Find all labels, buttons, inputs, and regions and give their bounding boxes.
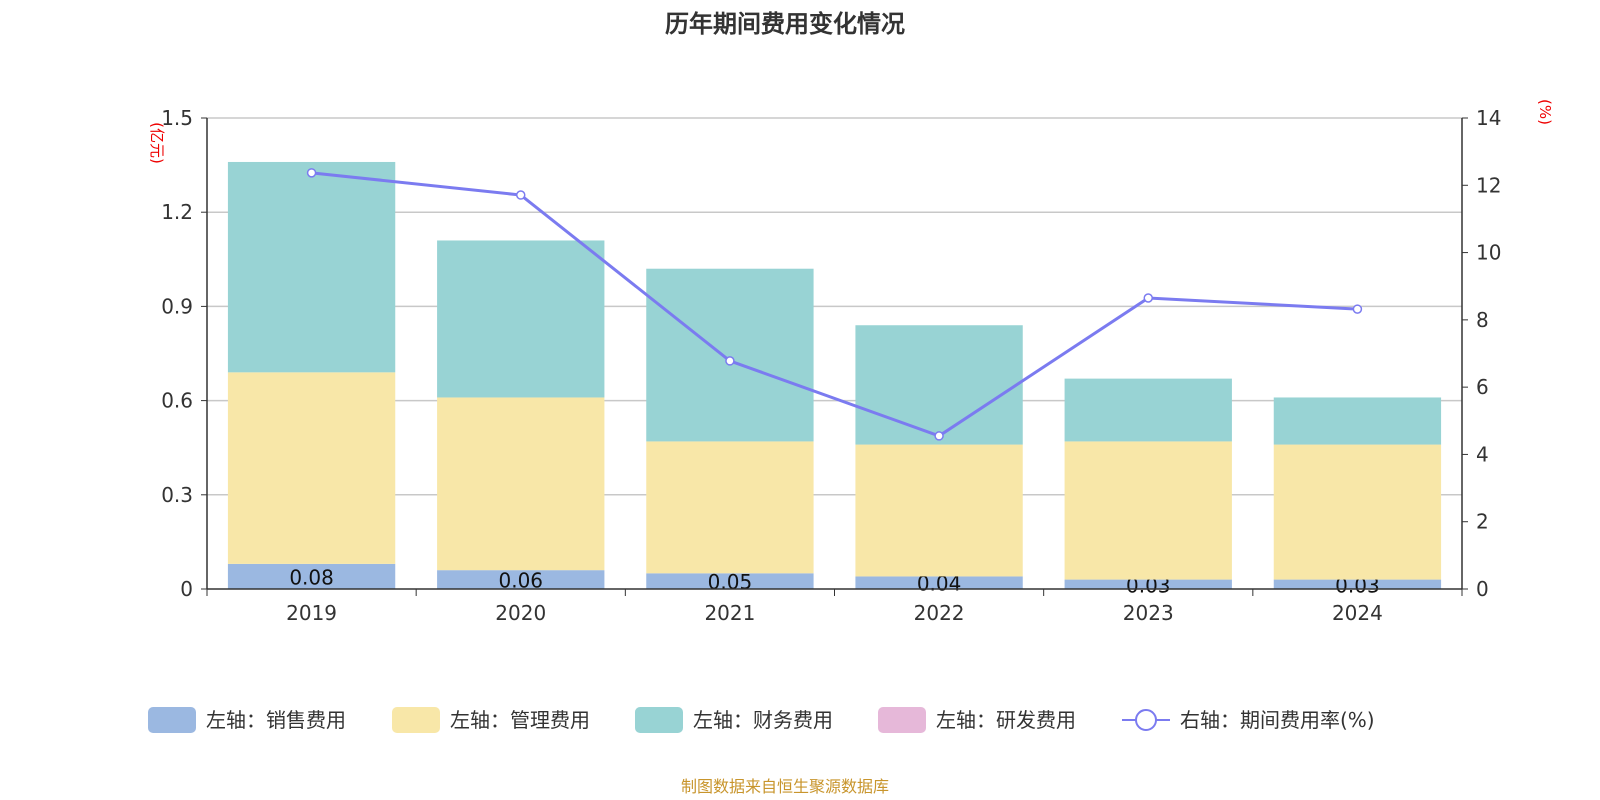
left-tick-label: 0.6 — [161, 389, 193, 413]
legend-label: 左轴：财务费用 — [693, 708, 833, 732]
x-tick-label: 2024 — [1332, 601, 1383, 625]
right-tick-label: 6 — [1476, 375, 1489, 399]
bar-segment — [855, 325, 1023, 445]
rate-point — [1352, 304, 1363, 314]
right-tick-label: 12 — [1476, 173, 1501, 197]
bar-segment — [227, 563, 396, 589]
rate-point — [934, 431, 944, 441]
legend-label: 左轴：管理费用 — [450, 708, 590, 732]
bar-segment — [437, 397, 605, 571]
right-tick-label: 2 — [1476, 510, 1489, 534]
bar-segment — [437, 240, 605, 398]
rate-line — [311, 171, 1358, 438]
legend-item[interactable]: 左轴：财务费用 — [635, 707, 833, 733]
bar-segment — [1273, 397, 1442, 445]
x-tick-label: 2022 — [914, 601, 965, 625]
right-tick-label: 0 — [1476, 577, 1489, 601]
right-tick-label: 14 — [1476, 106, 1501, 130]
bar-segment — [1064, 378, 1232, 442]
left-tick-label: 0.9 — [161, 294, 193, 318]
rate-point — [306, 168, 317, 178]
legend-swatch — [878, 707, 926, 733]
bar-segment — [646, 268, 814, 442]
chart-title: 历年期间费用变化情况 — [665, 10, 905, 38]
bar-segment — [1273, 444, 1442, 580]
bar-segment — [1273, 579, 1442, 589]
x-tick-label: 2019 — [286, 601, 337, 625]
rate-point — [1143, 293, 1153, 303]
legend-swatch — [635, 707, 683, 733]
right-tick-label: 10 — [1476, 241, 1501, 265]
bar-segment — [855, 444, 1023, 577]
legend-item[interactable]: 左轴：研发费用 — [878, 707, 1076, 733]
right-tick-label: 8 — [1476, 308, 1489, 332]
legend-swatch — [148, 707, 196, 733]
legend-swatch — [392, 707, 440, 733]
bar-segment — [437, 570, 605, 589]
bar-data-label: 0.05 — [708, 570, 753, 594]
x-tick-label: 2021 — [704, 601, 755, 625]
legend-label: 右轴：期间费用率(%) — [1180, 708, 1375, 732]
bar-segment — [646, 573, 814, 589]
left-tick-label: 1.5 — [161, 106, 193, 130]
legend-item[interactable]: 左轴：管理费用 — [392, 707, 590, 733]
legend-label: 左轴：销售费用 — [206, 708, 346, 732]
bar-segment — [1064, 579, 1232, 589]
left-tick-label: 0.3 — [161, 483, 193, 507]
legend-circle-icon — [1135, 709, 1157, 731]
bar-segment — [1064, 441, 1232, 580]
x-tick-label: 2020 — [495, 601, 546, 625]
right-axis-unit: (%) — [1536, 99, 1554, 125]
legend-label: 左轴：研发费用 — [936, 708, 1076, 732]
left-axis-unit: (亿元) — [148, 122, 166, 164]
bar-segment — [227, 372, 396, 564]
left-tick-label: 1.2 — [161, 200, 193, 224]
source-note: 制图数据来自恒生聚源数据库 — [681, 777, 889, 796]
legend-item[interactable]: 左轴：销售费用 — [148, 707, 346, 733]
rate-point — [725, 356, 735, 366]
right-tick-label: 4 — [1476, 442, 1489, 466]
left-tick-label: 0 — [180, 577, 193, 601]
bar-data-label: 0.08 — [289, 565, 334, 589]
legend-item[interactable]: 右轴：期间费用率(%) — [1122, 708, 1375, 732]
x-tick-label: 2023 — [1123, 601, 1174, 625]
bar-segment — [227, 161, 396, 373]
bar-segment — [646, 441, 814, 574]
rate-point — [516, 190, 526, 200]
bar-segment — [855, 576, 1023, 589]
